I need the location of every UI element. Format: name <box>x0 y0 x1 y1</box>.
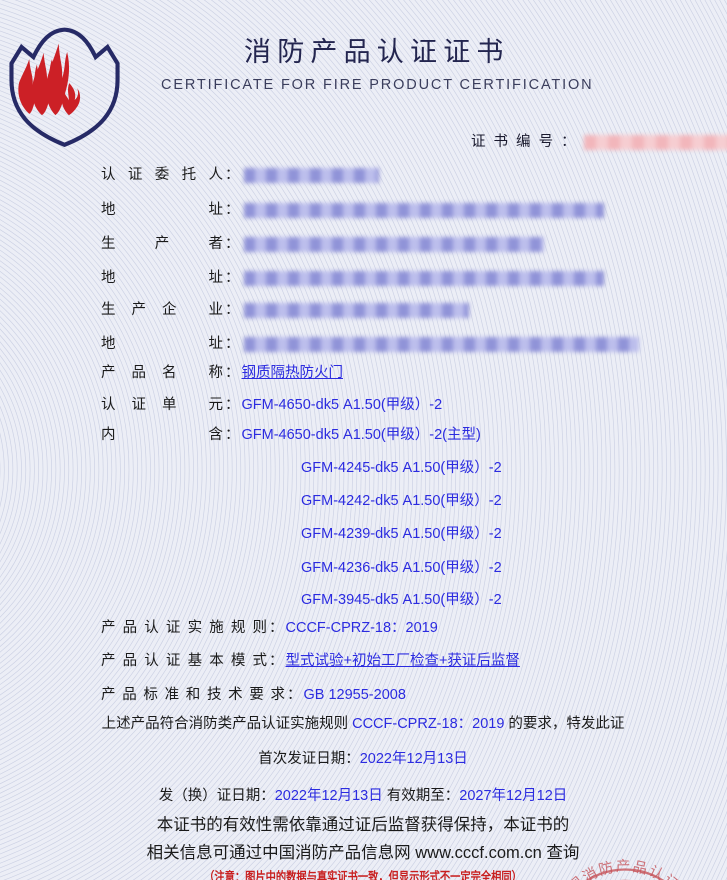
svg-text:中国消防产品认证委员会: 中国消防产品认证委员会 <box>554 858 708 880</box>
